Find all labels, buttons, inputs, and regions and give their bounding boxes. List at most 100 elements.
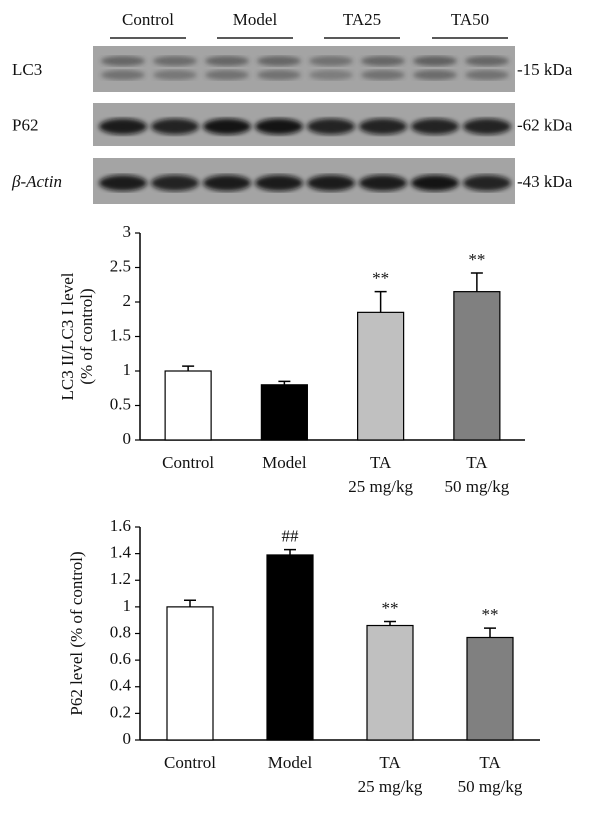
bar (166, 606, 214, 741)
significance-label: ** (372, 269, 389, 288)
blot-band (361, 56, 405, 66)
x-tick-label-line: Model (262, 453, 307, 472)
y-tick-label: 1.2 (110, 569, 131, 588)
blot-group-label: Model (233, 10, 278, 29)
y-tick-label: 3 (123, 222, 132, 241)
bar (164, 370, 212, 441)
x-tick-label-line: Control (162, 453, 214, 472)
error-bar (384, 620, 396, 626)
blot-band (465, 56, 509, 66)
x-tick-label: TA 50 mg/kg (458, 753, 523, 796)
bar-chart: 0 0.5 1 1.5 2 2.5 3 LC3 II/LC3 I level(% of con… (58, 222, 525, 496)
charts: 0 0.5 1 1.5 2 2.5 3 LC3 II/LC3 I level(% of con… (58, 222, 540, 796)
blot-group-label: Control (122, 10, 174, 29)
y-tick-label: 0 (123, 429, 132, 448)
western-blot: Control Model TA25 TA50 LC3 -15 kDa P62 -62 kDa… (11, 10, 573, 204)
blot-band (257, 56, 301, 66)
x-tick-label: Control (162, 453, 214, 472)
y-tick-label: 0.8 (110, 622, 131, 641)
x-tick-label-line: TA (370, 453, 392, 472)
significance-label: ## (282, 527, 300, 546)
error-bar (470, 272, 483, 292)
x-tick-label-line: 50 mg/kg (458, 777, 523, 796)
x-tick-label-line: Model (268, 753, 313, 772)
blot-band (411, 175, 459, 191)
blot-band (307, 118, 355, 135)
bar (366, 624, 414, 741)
y-tick-label: 0.6 (110, 649, 131, 668)
blot-band (309, 56, 353, 66)
blot-band (413, 70, 457, 80)
x-tick-label: Model (268, 753, 313, 772)
blot-band (205, 56, 249, 66)
blot-band (463, 175, 511, 191)
y-axis-label-line: P62 level (% of control) (67, 551, 86, 715)
blot-band (413, 56, 457, 66)
significance-label: ** (382, 598, 399, 617)
error-bar (184, 599, 196, 607)
error-bar (284, 548, 296, 555)
y-tick-label: 1.4 (110, 543, 132, 562)
y-tick-label: 0.5 (110, 394, 131, 413)
x-tick-label-line: 50 mg/kg (445, 477, 510, 496)
x-tick-label-line: 25 mg/kg (348, 477, 413, 496)
blot-band (153, 70, 197, 80)
x-tick-label-line: Control (164, 753, 216, 772)
blot-group-label: TA25 (343, 10, 381, 29)
x-tick-label-line: TA (379, 753, 401, 772)
blot-band (205, 70, 249, 80)
y-tick-label: 2 (123, 291, 132, 310)
x-tick-label-line: 25 mg/kg (358, 777, 423, 796)
x-tick-label: TA 50 mg/kg (445, 453, 510, 496)
blot-band (309, 70, 353, 80)
bar (266, 554, 314, 741)
blot-membrane (93, 46, 515, 92)
y-tick-label: 0.4 (110, 676, 132, 695)
blot-band (463, 118, 511, 135)
blot-band (307, 175, 355, 191)
x-tick-label-line: TA (479, 753, 501, 772)
blot-band (257, 70, 301, 80)
blot-band (153, 56, 197, 66)
blot-size-label: -15 kDa (517, 60, 573, 79)
blot-band (101, 70, 145, 80)
x-tick-label: TA 25 mg/kg (358, 753, 423, 796)
blot-band (361, 70, 405, 80)
bar (466, 636, 514, 741)
blot-band (151, 118, 199, 135)
y-axis-label-line: (% of control) (77, 288, 96, 384)
error-bar (278, 380, 291, 385)
blot-band (359, 118, 407, 135)
y-tick-label: 1.5 (110, 325, 131, 344)
blot-band (99, 118, 147, 135)
y-tick-label: 1 (123, 596, 132, 615)
x-tick-label: Model (262, 453, 307, 472)
significance-label: ** (468, 250, 485, 269)
blot-band (151, 175, 199, 191)
blot-band (203, 118, 251, 135)
significance-label: ** (482, 605, 499, 624)
bar (453, 291, 501, 441)
blot-row-label: LC3 (12, 60, 42, 79)
blot-band (465, 70, 509, 80)
bar-chart: 0 0.2 0.4 0.6 0.8 1 1.2 1.4 1.6 P62 level (% of c… (67, 516, 540, 796)
blot-band (99, 175, 147, 191)
blot-band (411, 118, 459, 135)
error-bar (182, 365, 195, 371)
blot-size-label: -43 kDa (517, 172, 573, 191)
y-tick-label: 2.5 (110, 256, 131, 275)
bar (260, 384, 308, 441)
x-tick-label-line: TA (466, 453, 488, 472)
y-axis-label: LC3 II/LC3 I level(% of control) (58, 272, 96, 400)
blot-group-label: TA50 (451, 10, 489, 29)
blot-band (255, 175, 303, 191)
blot-row-label: P62 (12, 115, 38, 134)
y-axis-label: P62 level (% of control) (67, 551, 86, 715)
y-tick-label: 0.2 (110, 702, 131, 721)
blot-band (203, 175, 251, 191)
y-tick-label: 1 (123, 360, 132, 379)
bar (357, 311, 405, 441)
blot-band (101, 56, 145, 66)
blot-band (359, 175, 407, 191)
